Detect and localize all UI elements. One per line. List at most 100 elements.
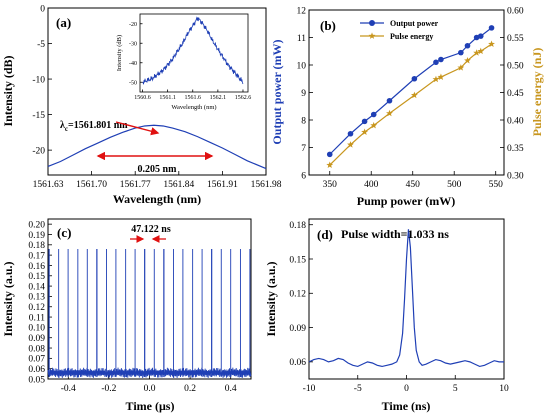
panel-c-x-tick-label: -0.4: [61, 384, 76, 394]
panel-d-y-tick-label: 0.06: [289, 358, 306, 368]
panel-a-y-tick-label: -15: [32, 111, 45, 121]
inset-y-tick-label: -30: [129, 41, 137, 47]
panel-c-y-tick-label: 0.12: [28, 303, 45, 313]
panel-c-y-tick-label: 0.17: [28, 251, 45, 261]
panel-d-x-axis-label: Time (ns): [382, 399, 431, 413]
output-power-point: [347, 130, 354, 137]
panel-c-y-tick-label: 0.11: [29, 313, 46, 323]
panel-a-frame: [47, 7, 267, 176]
panel-a-y-tick-label: 0: [40, 4, 45, 14]
inset-y-axis-label: Intensity (dB): [116, 35, 123, 71]
panel-a-y-tick-label: -5: [37, 40, 45, 50]
pulse-energy-point: [464, 57, 471, 64]
panel-d-x-tick-label: 10: [499, 384, 509, 394]
panel-d-x-tick-label: 5: [453, 384, 458, 394]
panel-a-inset: 1560.6 1561.1 1561.6 1562.1 1562.6 -20 -30 -40…: [116, 13, 251, 111]
panel-a-x-tick-label: 1561.63: [33, 180, 64, 190]
panel-c: -0.4 -0.2 0.0 0.2 0.4 0.050.060.070.080.090.…: [1, 218, 252, 413]
pulse-energy-point: [370, 121, 378, 129]
output-power-point: [361, 118, 368, 125]
panel-a-spectrum-line: [47, 124, 267, 170]
pulse-energy-point: [488, 40, 495, 48]
pulse-energy-line: [329, 43, 492, 166]
panel-c-y-tick-label: 0.06: [28, 365, 45, 375]
panel-b-y-tick-label: 9: [301, 89, 306, 99]
pulse-energy-point: [361, 128, 369, 136]
panel-b-x-tick-label: 350: [323, 180, 338, 190]
panel-d-y-tick-label: 0.18: [289, 221, 306, 231]
panel-c-y-tick-label: 0.20: [28, 220, 45, 230]
panel-b-y2-tick-label: 0.50: [507, 61, 524, 71]
panel-d-frame: [308, 218, 505, 380]
panel-c-y-axis-label: Intensity (a.u.): [1, 261, 15, 336]
panel-b-y2-axis-label: Pulse energy (nJ): [530, 48, 544, 137]
inset-x-tick-label: 1560.6: [134, 95, 151, 101]
inset-x-tick-label: 1561.1: [159, 95, 176, 101]
panel-c-y-tick-label: 0.15: [28, 272, 45, 282]
panel-d-y-tick-label: 0.09: [289, 324, 306, 334]
panel-b-y-tick-label: 8: [301, 116, 306, 126]
output-power-point: [433, 59, 439, 66]
panel-c-y-tick-label: 0.18: [28, 241, 45, 251]
inset-frame: [139, 13, 249, 93]
panel-b-y2-tick-label: 0.40: [507, 116, 524, 126]
pulse-energy-point: [386, 109, 393, 117]
panel-a-x-tick-label: 1561.77: [120, 180, 151, 190]
inset-x-axis-label: Wavelength (nm): [171, 104, 216, 111]
output-power-point: [477, 33, 484, 39]
pulse-energy-point: [326, 161, 334, 169]
panel-d-x-tick-label: 0: [404, 384, 409, 394]
output-power-point: [464, 42, 471, 49]
panel-b-x-tick-label: 550: [489, 180, 504, 190]
panel-c-y-tick-label: 0.14: [28, 282, 45, 292]
panel-a-x-tick-label: 1561.91: [207, 180, 238, 190]
period-label: 47.122 ns: [131, 224, 171, 235]
panel-a: 1561.63 1561.70 1561.77 1561.84 1561.91 1561.…: [1, 4, 282, 206]
pulse-energy-point: [457, 64, 465, 71]
output-power-point: [438, 56, 444, 63]
inset-y-tick-label: -20: [129, 22, 137, 28]
panel-d-y-tick-label: 0.15: [289, 255, 306, 265]
panel-a-y-axis-label: Intensity (dB): [1, 55, 15, 126]
inset-x-tick-label: 1561.6: [184, 95, 201, 101]
legend-pulse-energy-label: Pulse energy: [390, 32, 433, 41]
panel-a-y-tick-label: -20: [32, 146, 45, 156]
inset-spectrum-line: [142, 16, 244, 85]
panel-c-y-tick-label: 0.19: [28, 231, 45, 241]
legend-pulse-energy-marker: [368, 32, 376, 39]
panel-a-label: (a): [56, 15, 71, 30]
single-pulse-line: [308, 229, 504, 368]
output-power-point: [411, 75, 418, 82]
output-power-point: [488, 25, 495, 31]
pulse-energy-point: [347, 141, 354, 148]
panel-c-x-axis-label: Time (μs): [126, 399, 175, 413]
output-power-point: [370, 111, 377, 118]
panel-d-y-axis-label: Intensity (a.u.): [264, 261, 278, 336]
panel-b-y-tick-label: 6: [301, 171, 306, 181]
panel-d: -10 -5 0 5 10 0.06 0.09 0.12 0.15 0.18 (d) Pulse…: [264, 218, 509, 413]
pulse-energy-point: [473, 49, 481, 56]
panel-b-y-axis-label: Output power (mW): [270, 39, 284, 144]
panel-c-y-tick-label: 0.08: [28, 344, 45, 354]
output-power-point: [458, 49, 464, 56]
panel-d-y-tick-label: 0.12: [289, 290, 306, 300]
pulse-energy-point: [410, 91, 418, 99]
inset-y-tick-label: -50: [129, 80, 137, 86]
peak-arrow: [115, 121, 160, 136]
panel-b-y2-tick-label: 0.30: [507, 171, 524, 181]
panel-c-x-tick-label: -0.2: [101, 384, 116, 394]
panel-b-y-tick-label: 7: [301, 144, 306, 154]
panel-c-x-tick-label: 0.2: [184, 384, 196, 394]
panel-c-x-tick-label: 0.4: [225, 384, 237, 394]
panel-b-label: (b): [320, 18, 336, 33]
panel-b-y2-tick-label: 0.45: [507, 89, 524, 99]
panel-b-y2-tick-label: 0.60: [507, 6, 524, 16]
inset-x-tick-label: 1562.1: [210, 95, 227, 101]
pulse-energy-point: [477, 47, 485, 55]
pulse-energy-point: [437, 73, 445, 81]
panel-c-frame: [47, 218, 252, 380]
panel-b-x-tick-label: 400: [364, 180, 379, 190]
pulse-width-label: Pulse width=1.033 ns: [341, 227, 449, 241]
pulse-train-line: [47, 248, 252, 379]
panel-b-y-tick-label: 12: [297, 6, 307, 16]
